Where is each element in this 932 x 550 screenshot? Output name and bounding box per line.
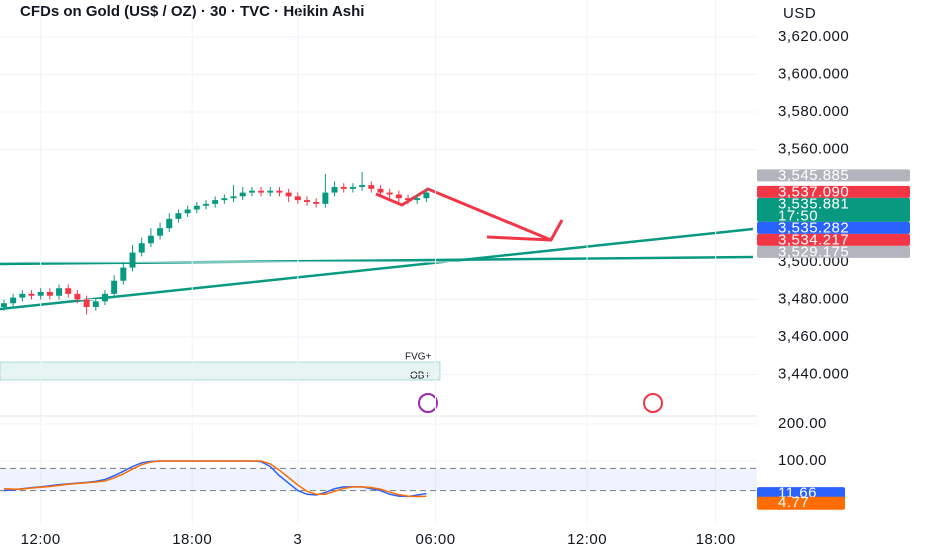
candle-body	[331, 186, 338, 193]
y-tick-label: 3,440.000	[778, 365, 849, 382]
candle-body	[423, 192, 430, 199]
candle-body	[111, 280, 118, 294]
trend-line	[0, 255, 754, 266]
price-tag-label: 3,529.175	[778, 243, 849, 260]
candle-body	[322, 192, 329, 204]
price-tag	[757, 221, 910, 234]
arrow-path	[375, 187, 552, 242]
candle-body	[258, 190, 265, 193]
band	[0, 468, 757, 491]
candle-body	[166, 218, 173, 229]
candle-body	[377, 188, 384, 193]
y-tick-label: 3,600.000	[778, 65, 849, 82]
candle-body	[414, 198, 421, 201]
last-value-tag	[757, 496, 845, 510]
y-tick-label: 3,580.000	[778, 103, 849, 120]
candle-body	[120, 267, 127, 281]
candle-body	[368, 185, 375, 189]
candle-body	[212, 200, 219, 204]
candle-body	[46, 291, 53, 296]
candle-body	[10, 297, 17, 304]
candle-body	[193, 205, 200, 210]
candle-body	[184, 209, 191, 214]
candle-body	[138, 243, 145, 253]
candle-body	[285, 192, 292, 197]
price-tag-label: 3,545.885	[778, 167, 849, 184]
candle-body	[19, 293, 26, 298]
y-tick-label: 3,480.000	[778, 290, 849, 307]
fvg-label: FVG+	[405, 352, 432, 363]
candle-body	[129, 252, 136, 268]
candle-body	[0, 303, 7, 307]
event-icon[interactable]	[418, 393, 438, 413]
price-tag-label: 3,537.090	[778, 183, 849, 200]
candle-body	[349, 186, 356, 189]
y-tick-label: 3,620.000	[778, 28, 849, 45]
candle-body	[202, 203, 209, 206]
currency-label: USD	[783, 5, 816, 22]
x-tick-label: 3	[293, 531, 302, 548]
candle-body	[157, 228, 164, 236]
candle-body	[221, 198, 228, 201]
series-line	[3, 460, 427, 498]
price-tag	[757, 197, 910, 222]
price-tag	[757, 169, 910, 182]
x-tick-label: 06:00	[416, 531, 456, 548]
y-tick-label: 200.00	[778, 415, 827, 432]
trend-line	[0, 227, 754, 311]
y-tick-label: 3,460.000	[778, 328, 849, 345]
candle-body	[230, 196, 237, 199]
event-icon[interactable]	[643, 393, 663, 413]
last-value-label: 4.77	[778, 494, 809, 511]
y-tick-label: 100.00	[778, 452, 827, 469]
candle-body	[37, 291, 44, 296]
candle-body	[56, 288, 63, 296]
countdown: 17:50	[778, 207, 818, 224]
price-tag-label: 3,535.282	[778, 219, 849, 236]
candle-body	[92, 301, 99, 307]
y-tick-label: 3,560.000	[778, 140, 849, 157]
candle-body	[28, 293, 35, 296]
ob-label: OB+	[410, 371, 430, 382]
candle-body	[294, 196, 301, 201]
candle-body	[74, 293, 81, 300]
candle-body	[83, 299, 90, 307]
candle-body	[405, 198, 412, 201]
candle-body	[267, 190, 274, 193]
candle-body	[65, 288, 72, 294]
candle-body	[147, 235, 154, 244]
candle-body	[175, 213, 182, 219]
candle-body	[313, 201, 320, 204]
x-tick-label: 18:00	[172, 531, 212, 548]
candle-body	[101, 293, 108, 302]
candle-body	[248, 190, 255, 193]
ob-zone	[0, 361, 441, 381]
price-tag	[757, 185, 910, 198]
candle-body	[276, 190, 283, 193]
price-tag	[757, 233, 910, 246]
candle-body	[239, 192, 246, 197]
price-tag-label: 3,534.217	[778, 231, 849, 248]
candle-body	[340, 186, 347, 189]
x-tick-label: 12:00	[21, 531, 61, 548]
candle-body	[386, 192, 393, 195]
candle-body	[395, 194, 402, 199]
candle-body	[304, 200, 311, 202]
x-tick-label: 18:00	[696, 531, 736, 548]
arrow-head	[486, 219, 564, 242]
price-tag-label: 3,535.881	[778, 195, 849, 212]
candle-body	[359, 185, 366, 187]
x-tick-label: 12:00	[567, 531, 607, 548]
price-tag	[757, 245, 910, 258]
